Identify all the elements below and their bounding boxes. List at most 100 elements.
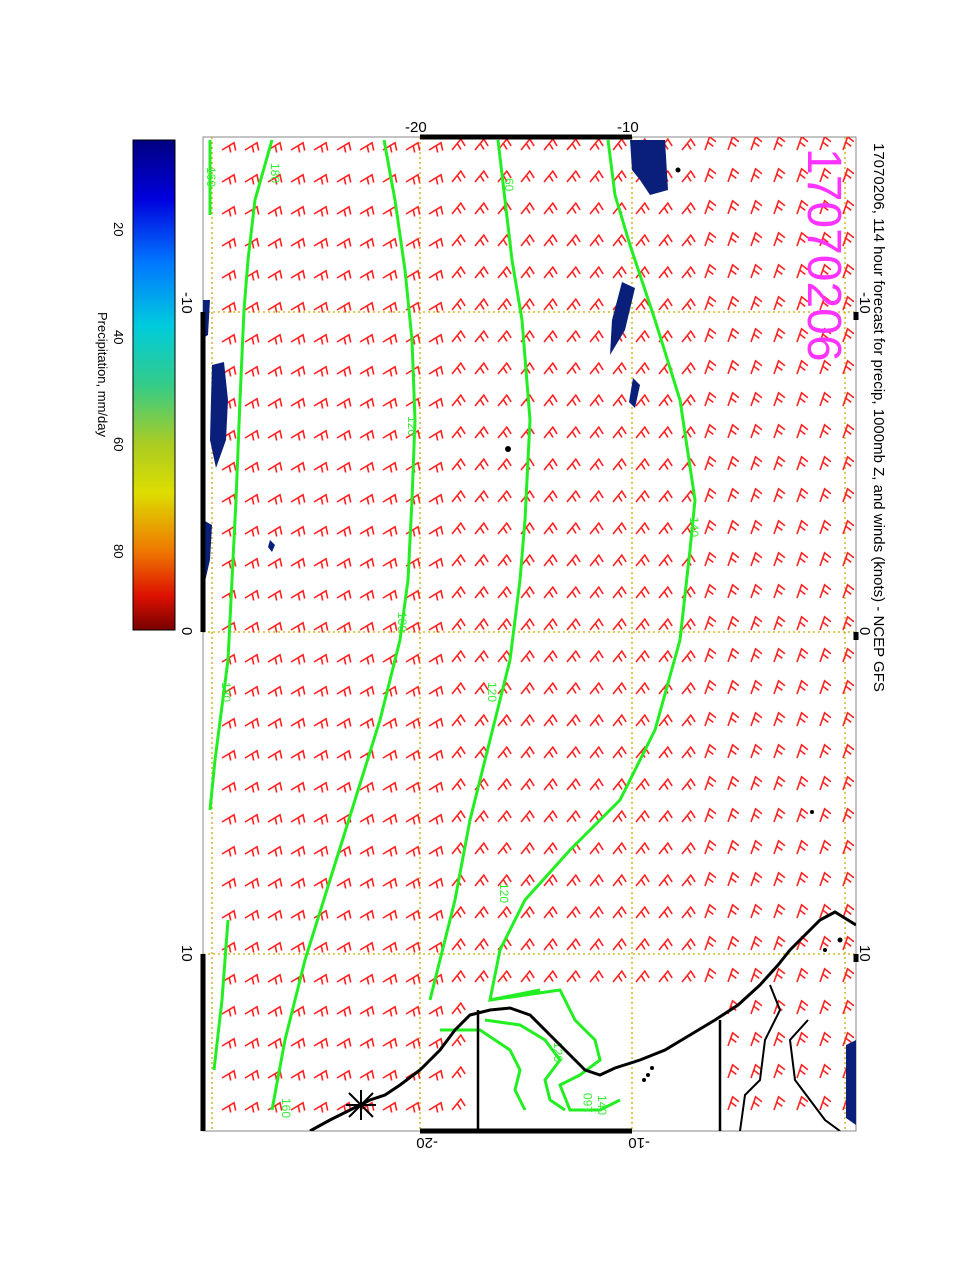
wind-barb [382,1101,398,1113]
wind-barb [244,877,260,889]
wind-barb [681,713,696,727]
wind-barb [612,489,627,503]
wind-barb [727,775,740,791]
wind-barb [704,167,717,183]
wind-barb [635,553,650,567]
wind-barb [681,873,696,887]
wind-barb [313,813,329,825]
wind-barb [773,231,786,247]
wind-barb [290,877,306,889]
wind-barb [635,393,650,407]
wind-barb [244,525,260,537]
wind-barb [566,969,581,983]
wind-barb [382,301,398,313]
wind-barb [336,301,352,313]
wind-barb [612,841,627,855]
wind-barb [750,711,763,727]
wind-barb [635,841,650,855]
wind-barb [727,551,740,567]
wind-barb [497,297,512,311]
wind-barb [359,941,375,953]
wind-barb [727,1095,740,1111]
wind-barb [727,423,740,439]
wind-barb [750,487,763,503]
wind-barb [336,653,352,665]
wind-barb [543,873,558,887]
wind-barb [704,199,717,215]
wind-barb [566,521,581,535]
wind-barb [451,425,466,439]
wind-barb [221,333,237,345]
svg-text:-10: -10 [617,119,639,136]
wind-barb [842,967,855,983]
wind-barb [290,781,306,793]
wind-barb [244,621,260,633]
wind-barb [773,967,786,983]
wind-barb [773,1031,786,1047]
wind-barb [382,973,398,985]
wind-barb [796,423,809,439]
wind-barb [842,231,855,247]
svg-text:120: 120 [497,883,511,903]
wind-barb [842,199,855,215]
wind-barb [382,461,398,473]
wind-barb [842,1031,855,1047]
wind-barb [543,233,558,247]
islands [505,167,843,1082]
wind-barb [520,905,535,919]
wind-barb [566,297,581,311]
svg-text:140: 140 [595,1095,609,1115]
wind-barb [612,617,627,631]
wind-barb [612,169,627,183]
map-panel: 60 120 140 180 160 180 120 180 120 140 1… [200,134,859,1134]
wind-barb [612,553,627,567]
wind-barb [612,393,627,407]
wind-barb [382,365,398,377]
wind-barb [796,359,809,375]
wind-barb [221,205,237,217]
wind-barb [382,813,398,825]
svg-text:10: 10 [178,945,195,962]
wind-barb [474,329,489,343]
wind-barb [566,873,581,887]
wind-barb [704,137,717,151]
wind-barb [267,269,283,281]
wind-barb [704,647,717,663]
wind-barb [405,973,421,985]
wind-barb [727,679,740,695]
wind-barb [635,873,650,887]
wind-barb [842,263,855,279]
wind-barb [796,679,809,695]
wind-barb [451,393,466,407]
wind-barb [704,583,717,599]
wind-barb [497,329,512,343]
wind-barb [267,141,283,153]
wind-barb [428,333,444,345]
wind-barb [635,937,650,951]
svg-text:120: 120 [485,682,499,702]
wind-barb [773,391,786,407]
wind-barb [405,205,421,217]
wind-barb [428,269,444,281]
wind-barb [405,813,421,825]
wind-barb [382,397,398,409]
wind-barb [313,1005,329,1017]
colorbar-scale [132,139,176,631]
wind-barb [543,905,558,919]
wind-barb [428,557,444,569]
wind-barb [313,237,329,249]
wind-barb [290,205,306,217]
wind-barb [635,297,650,311]
wind-barb [313,557,329,569]
wind-barb [566,905,581,919]
wind-barb [520,937,535,951]
wind-barb [750,839,763,855]
wind-barb [428,429,444,441]
wind-barb [543,201,558,215]
wind-barb [543,809,558,823]
wind-barb [727,167,740,183]
wind-barb [520,809,535,823]
svg-text:-10: -10 [178,292,195,314]
colorbar-tick-20: 20 [111,222,126,236]
wind-barb [750,359,763,375]
